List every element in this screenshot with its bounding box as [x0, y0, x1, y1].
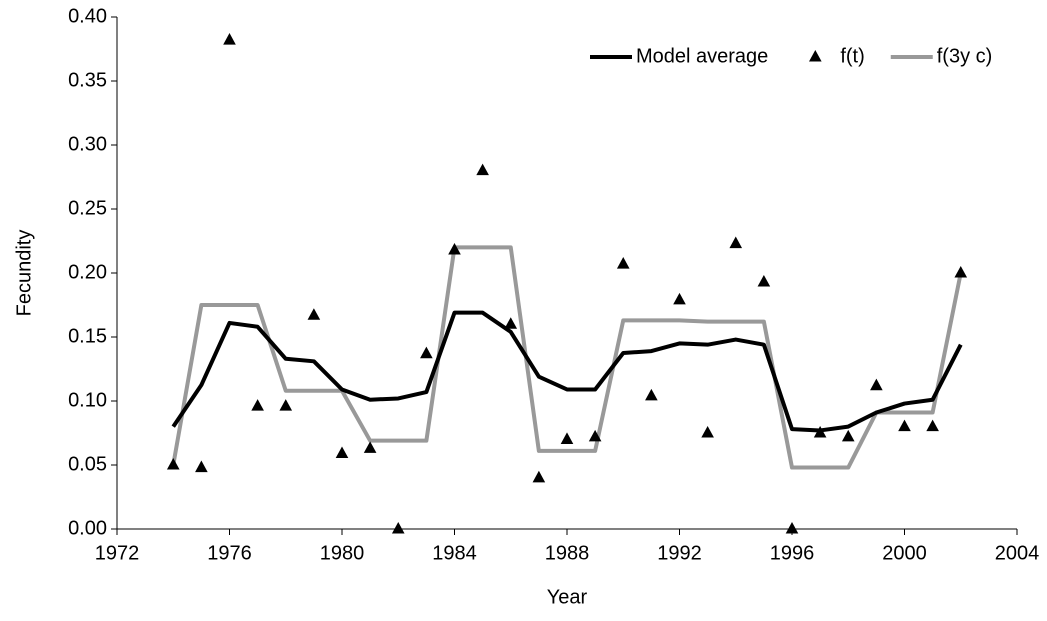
data-point: [870, 378, 883, 391]
data-point: [476, 163, 489, 176]
data-point: [251, 399, 264, 411]
data-point: [335, 446, 349, 459]
x-tick-label: 1984: [432, 542, 477, 564]
legend-marker: [809, 50, 822, 62]
data-point: [701, 426, 714, 438]
x-axis-title: Year: [547, 586, 588, 608]
data-point: [757, 274, 771, 287]
data-point: [279, 399, 293, 411]
legend-label: Model average: [636, 45, 768, 67]
x-tick-label: 2004: [995, 542, 1040, 564]
data-point: [223, 33, 236, 45]
y-tick-label: 0.25: [68, 197, 107, 219]
data-point: [813, 426, 827, 438]
y-tick-label: 0.35: [68, 69, 107, 91]
data-point: [448, 242, 461, 255]
y-tick-label: 0.15: [68, 325, 107, 347]
y-axis-title: Fecundity: [13, 230, 35, 317]
data-point: [954, 266, 968, 278]
y-tick-label: 0.20: [68, 261, 107, 283]
data-point: [307, 308, 321, 320]
y-tick-label: 0.40: [68, 5, 107, 27]
data-point: [926, 419, 939, 432]
x-tick-label: 2000: [882, 542, 927, 564]
y-tick-label: 0.05: [68, 453, 107, 475]
data-point: [504, 317, 518, 329]
x-tick-label: 1976: [207, 542, 252, 564]
data-point: [588, 429, 602, 442]
legend-label: f(3y c): [937, 45, 993, 67]
data-point: [898, 419, 911, 432]
data-point: [673, 292, 686, 305]
data-point: [729, 236, 743, 249]
legend-label: f(t): [840, 45, 864, 67]
data-point: [616, 257, 630, 269]
y-tick-label: 0.30: [68, 133, 107, 155]
data-point: [560, 432, 574, 444]
data-point: [166, 458, 180, 470]
data-point: [785, 522, 799, 534]
data-point: [645, 388, 658, 401]
x-tick-label: 1996: [770, 542, 815, 564]
data-point: [420, 346, 433, 359]
series-line: [171, 245, 963, 470]
x-tick-label: 1988: [545, 542, 590, 564]
data-point: [391, 522, 405, 534]
data-point: [841, 429, 855, 442]
x-tick-label: 1980: [320, 542, 365, 564]
y-tick-label: 0.10: [68, 389, 107, 411]
data-point: [532, 470, 546, 483]
data-point: [363, 441, 377, 453]
data-point: [195, 460, 208, 473]
x-tick-label: 1992: [657, 542, 702, 564]
x-tick-label: 1972: [95, 542, 140, 564]
series-line: [171, 310, 963, 433]
y-tick-label: 0.00: [68, 517, 107, 539]
